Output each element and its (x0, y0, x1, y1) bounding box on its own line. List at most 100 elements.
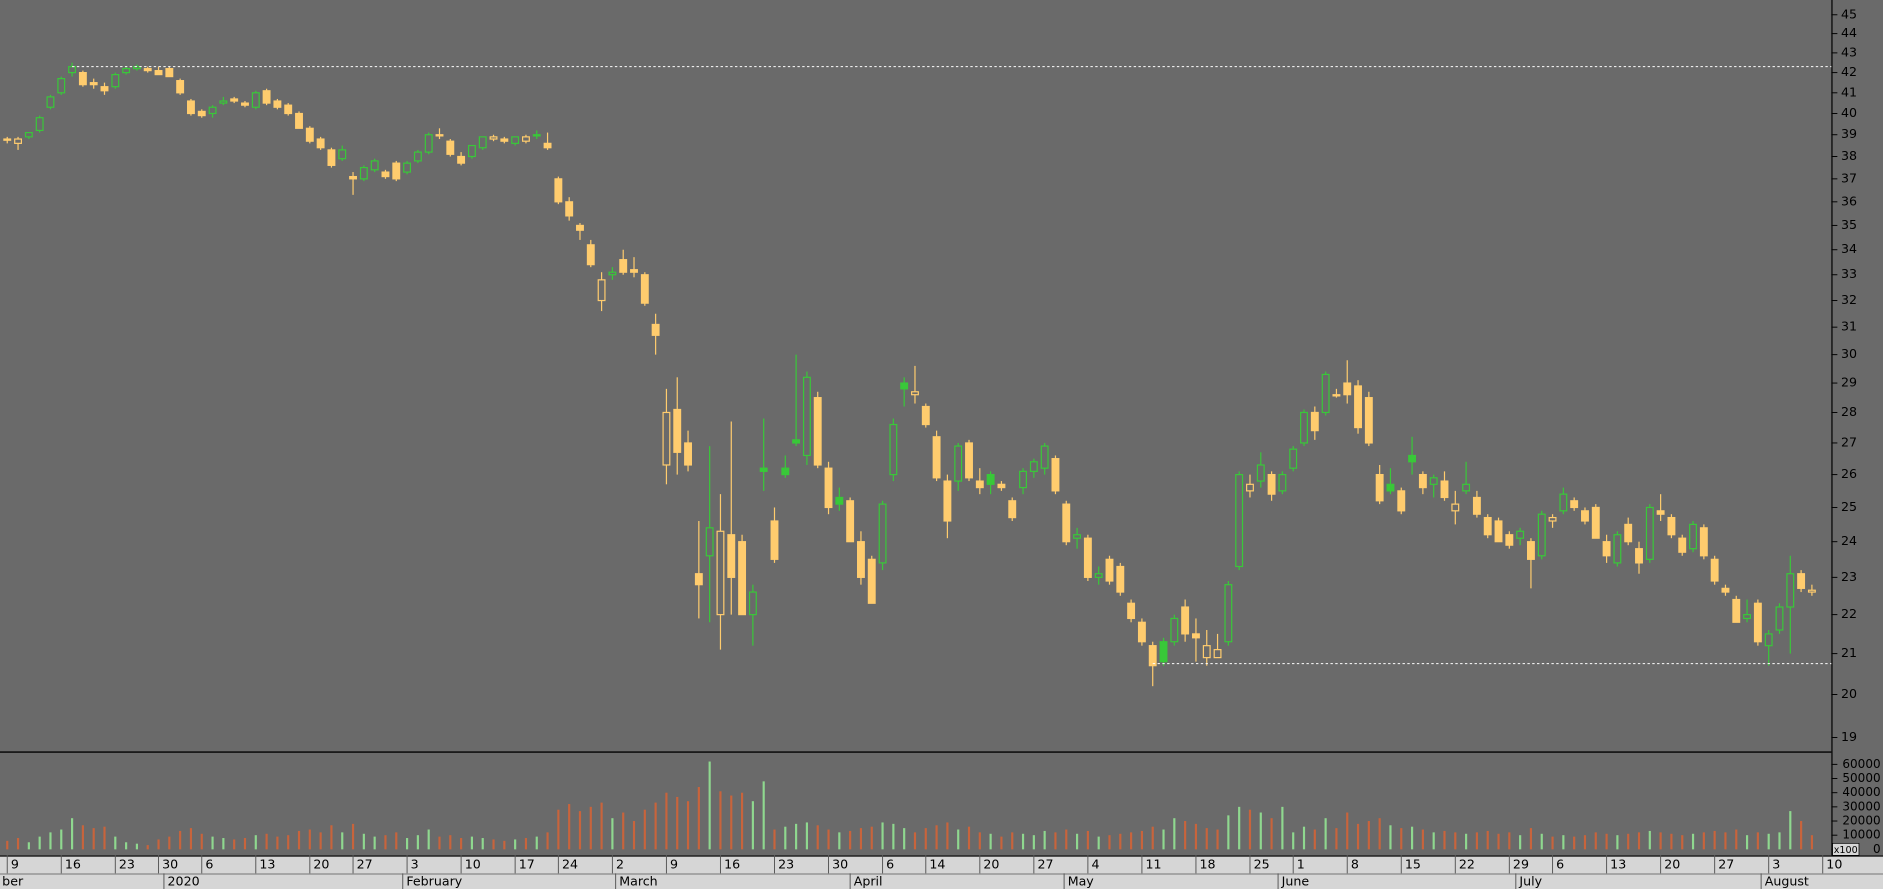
candle-body (738, 541, 747, 616)
volume-bar (460, 838, 463, 850)
candle-body (1570, 500, 1579, 509)
volume-bar (881, 822, 884, 850)
candle-body (694, 573, 703, 586)
volume-bar (1616, 835, 1619, 850)
volume-bar (1497, 833, 1500, 850)
volume-bar (1043, 830, 1046, 850)
y-tick-label: 35 (1841, 217, 1857, 232)
volume-bar (654, 802, 657, 850)
candle-body (1656, 510, 1665, 515)
candle-body (1073, 534, 1082, 539)
candle-body (1775, 606, 1784, 631)
y-tick-label: 26 (1841, 466, 1857, 481)
candle-body (813, 397, 822, 466)
x-tick-label: 9 (11, 856, 19, 871)
volume-tick-label: 30000 (1842, 799, 1880, 813)
candle-body (1494, 520, 1503, 543)
candle-body (219, 100, 228, 104)
volume-bar (795, 823, 798, 850)
x-tick-label: 2 (616, 856, 624, 871)
x-tick-label: 30 (832, 856, 848, 871)
candle-body (1224, 584, 1233, 643)
x-tick-label: 4 (1091, 856, 1099, 871)
volume-bar (135, 843, 138, 850)
volume-bar (60, 829, 63, 850)
volume-unit: x100 (1834, 845, 1858, 856)
candle-body (684, 442, 692, 466)
candle-body (435, 134, 444, 137)
candle-body (1645, 506, 1654, 560)
candle-body (1127, 602, 1136, 620)
candle-body (1289, 448, 1298, 469)
x-tick-label: 16 (724, 856, 740, 871)
volume-bar (589, 806, 592, 850)
candle-body (327, 149, 336, 166)
candle-body (1602, 541, 1611, 557)
candle-body (1267, 473, 1276, 495)
volume-bar (146, 845, 149, 850)
candle-body (359, 166, 368, 180)
candle-body (889, 423, 898, 476)
candle-body (1678, 537, 1687, 553)
volume-bar (1130, 832, 1133, 850)
volume-bar (1443, 830, 1446, 850)
candle-body (1191, 633, 1200, 639)
volume-tick-label: 50000 (1842, 771, 1880, 785)
candle-body (943, 480, 952, 522)
volume-bar (740, 792, 744, 850)
candle-body (1321, 373, 1330, 414)
x-tick-label: 14 (929, 856, 945, 871)
y-tick-label: 45 (1841, 6, 1857, 21)
candle-body (68, 66, 77, 74)
candle-body (846, 500, 855, 543)
volume-bar (1724, 832, 1727, 850)
volume-bar (1735, 829, 1738, 850)
y-tick-label: 34 (1841, 241, 1857, 256)
volume-bar (341, 832, 344, 850)
candle-body (586, 244, 595, 266)
candle-body (1743, 614, 1752, 620)
candle-body (1505, 534, 1514, 546)
volume-bar (503, 840, 506, 850)
candle-body (1213, 649, 1222, 659)
x-tick-label: 24 (562, 856, 578, 871)
volume-bar (870, 826, 873, 850)
volume-bar (913, 832, 917, 850)
volume-bar (362, 833, 365, 850)
volume-bar (1162, 829, 1165, 850)
candle-body (1721, 587, 1730, 593)
volume-bar (1659, 832, 1662, 850)
volume-bar (1097, 836, 1100, 850)
candle-body (1483, 516, 1492, 536)
volume-bar (1227, 815, 1230, 850)
x-tick-label: 16 (65, 856, 81, 871)
volume-bar (49, 832, 52, 850)
y-tick-label: 30 (1841, 346, 1857, 361)
y-tick-label: 25 (1841, 499, 1857, 514)
volume-bar (1313, 829, 1316, 850)
y-tick-label: 41 (1841, 84, 1857, 99)
candle-body (1408, 454, 1417, 463)
candle-body (1689, 523, 1697, 550)
y-tick-label: 21 (1841, 645, 1857, 660)
volume-bar (179, 830, 182, 850)
volume-bar (1410, 826, 1414, 850)
candle-body (446, 140, 455, 155)
candle-body (1429, 477, 1438, 485)
candle-body (154, 70, 163, 76)
candle-body (1008, 500, 1017, 519)
volume-bar (373, 836, 376, 850)
volume-bar (211, 836, 214, 850)
volume-bar (578, 811, 582, 850)
volume-bar (1648, 830, 1651, 850)
y-tick-label: 40 (1841, 105, 1857, 120)
volume-bar (1216, 829, 1219, 850)
x-tick-label: 15 (1405, 856, 1421, 871)
volume-bar (1421, 829, 1424, 850)
month-label: May (1068, 873, 1095, 888)
month-label: 2020 (168, 873, 200, 888)
x-tick-label: 13 (259, 856, 275, 871)
candle-body (1451, 503, 1460, 512)
volume-bar (438, 836, 441, 850)
